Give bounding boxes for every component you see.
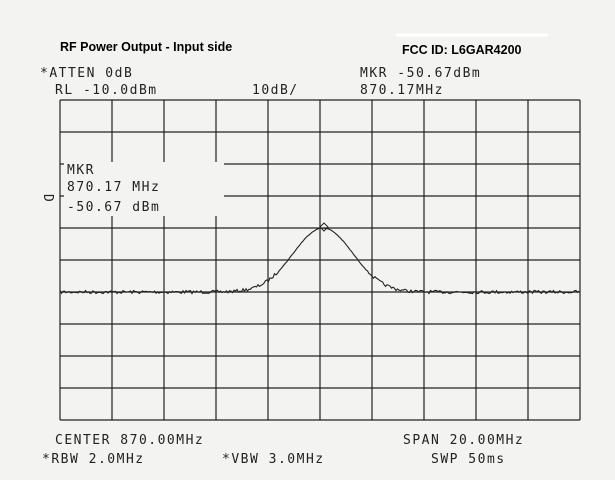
marker-box-freq: 870.17 MHz — [67, 180, 160, 195]
detector: D — [40, 194, 55, 203]
fcc-id: FCC ID: L6GAR4200 — [402, 43, 522, 57]
marker-box-label: MKR — [67, 163, 95, 178]
title: RF Power Output - Input side — [60, 40, 232, 54]
trace — [59, 227, 580, 295]
marker-freq: 870.17MHz — [360, 83, 444, 98]
ref-level: RL -10.0dBm — [55, 83, 158, 98]
scale: 10dB/ — [252, 83, 299, 98]
vbw: *VBW 3.0MHz — [222, 452, 325, 467]
sweep: SWP 50ms — [431, 452, 506, 467]
center: CENTER 870.00MHz — [55, 433, 204, 448]
atten: *ATTEN 0dB — [40, 66, 133, 81]
marker-box-level: -50.67 dBm — [67, 200, 160, 215]
marker-box — [64, 162, 224, 216]
rbw: *RBW 2.0MHz — [42, 452, 145, 467]
marker-level: MKR -50.67dBm — [360, 66, 481, 81]
span: SPAN 20.00MHz — [403, 433, 524, 448]
marker — [319, 222, 329, 232]
